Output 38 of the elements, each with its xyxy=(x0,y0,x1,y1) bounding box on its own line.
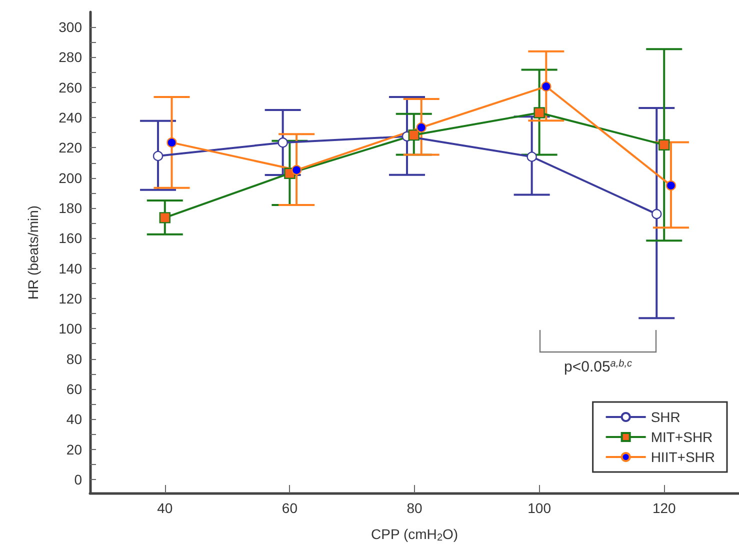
point xyxy=(408,129,420,141)
y-axis-title: HR (beats/min) xyxy=(25,205,41,300)
point xyxy=(152,150,164,162)
point xyxy=(534,107,545,118)
point xyxy=(652,208,662,220)
point xyxy=(666,180,676,191)
x-tick-label: 60 xyxy=(282,500,298,516)
x-tick-label: 120 xyxy=(652,500,676,516)
y-tick-label: 120 xyxy=(58,290,82,306)
legend-label: SHR xyxy=(650,409,680,425)
point xyxy=(278,137,288,148)
y-tick-label: 80 xyxy=(66,350,82,367)
y-tick-label: 0 xyxy=(74,471,82,488)
y-tick-label: 100 xyxy=(58,320,82,337)
point xyxy=(541,81,552,92)
point xyxy=(291,164,302,176)
y-tick-label: 20 xyxy=(66,441,82,458)
point xyxy=(416,122,426,133)
y-tick-label: 40 xyxy=(66,411,82,428)
y-tick-label: 280 xyxy=(58,49,82,66)
legend-label: MIT+SHR xyxy=(650,429,713,445)
y-tick-label: 300 xyxy=(58,19,82,36)
legend-label: HIIT+SHR xyxy=(650,449,716,465)
point xyxy=(658,139,670,150)
point xyxy=(159,212,170,224)
y-tick-label: 220 xyxy=(58,140,82,156)
y-tick-label: 200 xyxy=(58,170,82,186)
y-tick-label: 60 xyxy=(66,380,82,397)
y-tick-label: 160 xyxy=(58,230,82,246)
x-tick-label: 40 xyxy=(157,500,173,516)
y-tick-label: 140 xyxy=(58,260,82,276)
x-tick-label: 100 xyxy=(528,500,552,516)
x-tick-label: 80 xyxy=(406,500,422,516)
point xyxy=(166,137,177,148)
y-tick-label: 260 xyxy=(58,79,82,96)
y-tick-label: 180 xyxy=(58,200,82,216)
point xyxy=(526,152,537,162)
y-tick-label: 240 xyxy=(58,110,82,126)
